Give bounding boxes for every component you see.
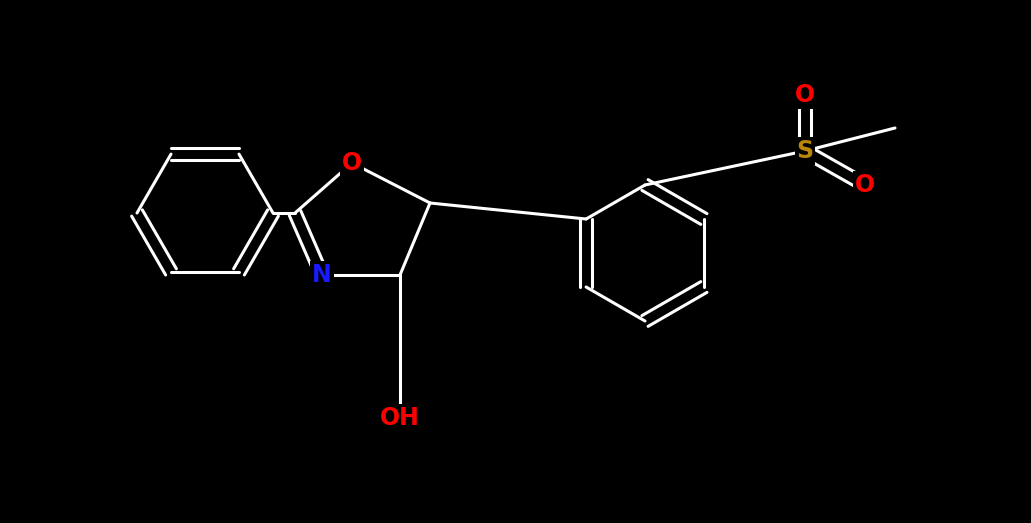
Text: S: S — [796, 139, 813, 163]
Text: N: N — [312, 263, 332, 287]
Text: O: O — [855, 173, 875, 197]
Text: O: O — [795, 83, 816, 107]
Text: OH: OH — [380, 406, 420, 430]
Text: O: O — [342, 151, 362, 175]
